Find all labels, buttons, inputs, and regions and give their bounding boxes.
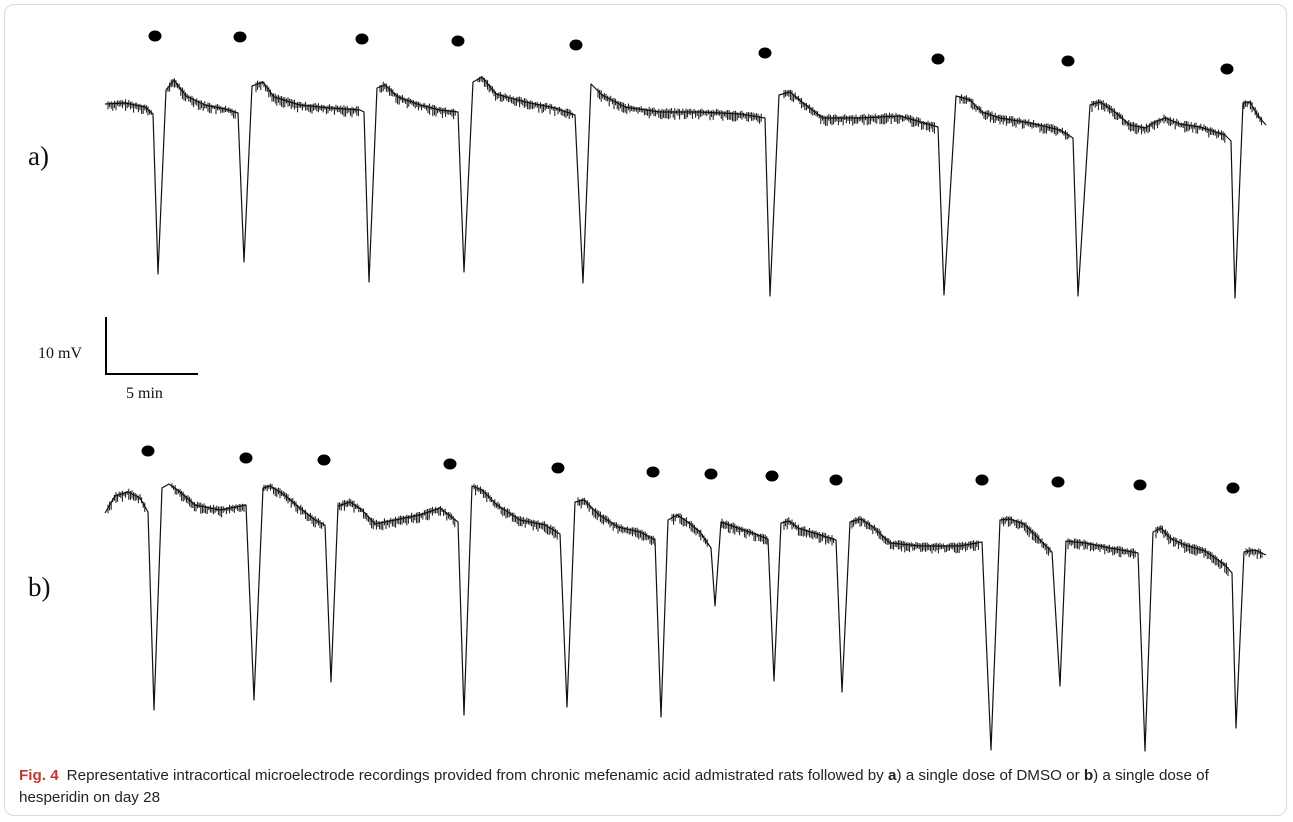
stimulus-marker-a-2 — [233, 31, 247, 43]
stimulus-marker-b-10 — [975, 474, 989, 486]
stimulus-marker-b-11 — [1051, 476, 1065, 488]
panel-label-b: b) — [28, 572, 51, 602]
figure-caption: Fig. 4 Representative intracortical micro… — [19, 765, 1274, 809]
stimulus-marker-a-7 — [931, 53, 945, 65]
stimulus-marker-b-4 — [443, 458, 457, 470]
stimulus-marker-b-2 — [239, 452, 253, 464]
caption-text-3: ) a single dose of hesperidin on day 28 — [19, 767, 1209, 806]
stimulus-marker-b-1 — [141, 445, 155, 457]
stimulus-marker-b-6 — [646, 466, 660, 478]
caption-bold-b: b — [1083, 767, 1094, 784]
stimulus-marker-b-9 — [829, 474, 843, 486]
caption-text-1: Representative intracortical microelectr… — [66, 767, 888, 784]
panel-label-a: a) — [28, 141, 49, 171]
stimulus-marker-b-8 — [765, 470, 779, 482]
caption-figure-label: Fig. 4 — [19, 767, 59, 784]
stimulus-markers-a — [148, 30, 1234, 75]
caption-text-2: ) a single dose of DMSO or — [896, 767, 1084, 784]
scale-bar: 10 mV 5 min — [38, 317, 198, 402]
stimulus-markers-b — [141, 445, 1240, 494]
caption-bold-a: a — [888, 767, 897, 784]
stimulus-marker-a-5 — [569, 39, 583, 51]
trace-b-noise — [107, 483, 1263, 577]
recording-figure: a) b) 10 mV 5 min — [28, 30, 1267, 752]
stimulus-marker-b-5 — [551, 462, 565, 474]
stimulus-marker-b-7 — [704, 468, 718, 480]
stimulus-marker-b-12 — [1133, 479, 1147, 491]
stimulus-marker-a-6 — [758, 47, 772, 59]
stimulus-marker-a-9 — [1220, 63, 1234, 75]
stimulus-marker-b-3 — [317, 454, 331, 466]
stimulus-marker-a-1 — [148, 30, 162, 42]
trace-a-noise — [107, 76, 1263, 143]
stimulus-marker-b-13 — [1226, 482, 1240, 494]
scale-label-time: 5 min — [126, 385, 163, 402]
scale-label-voltage: 10 mV — [38, 345, 82, 362]
stimulus-marker-a-3 — [355, 33, 369, 45]
stimulus-marker-a-4 — [451, 35, 465, 47]
figure-frame — [4, 4, 1287, 816]
trace-b — [104, 483, 1267, 752]
stimulus-marker-a-8 — [1061, 55, 1075, 67]
